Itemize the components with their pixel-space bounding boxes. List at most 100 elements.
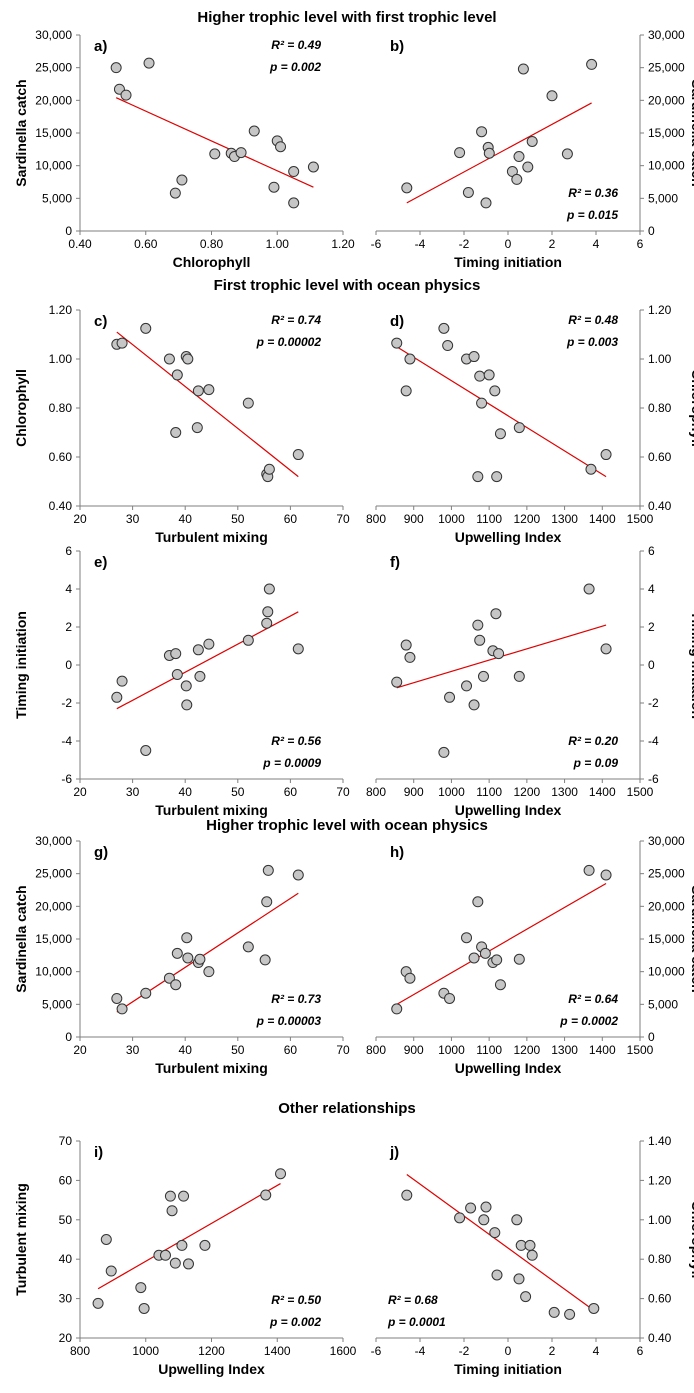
data-point	[494, 428, 506, 440]
y-tick-label: 25,000	[648, 867, 685, 881]
data-point	[176, 174, 188, 186]
r-squared-label: R² = 0.64	[568, 992, 618, 1006]
x-tick-label: 1400	[589, 1043, 616, 1057]
chart-panel-0: 0.40 0.60 0.80 1.00 1.20 0 5,000 10,000 15,000 20…	[13, 28, 355, 270]
data-point	[110, 62, 122, 74]
y-tick-label: 1.20	[648, 1173, 672, 1187]
x-tick-label: 900	[404, 1043, 424, 1057]
data-point	[203, 966, 215, 978]
x-axis-title: Turbulent mixing	[155, 529, 268, 545]
y-axis-title: Timing initiation	[689, 611, 694, 719]
data-point	[169, 1257, 181, 1269]
y-tick-label: 0	[65, 1030, 72, 1044]
y-tick-label: 1.00	[648, 352, 672, 366]
y-axis-title: Chlorophyll	[689, 369, 694, 447]
data-point	[585, 463, 597, 475]
x-tick-label: 30	[126, 512, 140, 526]
data-point	[517, 63, 529, 75]
y-tick-label: 0.40	[648, 499, 672, 513]
data-point	[476, 126, 488, 138]
x-tick-label: 4	[593, 1344, 600, 1358]
x-tick-label: 1600	[330, 1344, 357, 1358]
x-tick-label: 1.20	[331, 237, 355, 251]
x-tick-label: 800	[366, 512, 386, 526]
data-point	[203, 638, 215, 650]
data-point	[116, 337, 128, 349]
data-point	[489, 1227, 501, 1239]
data-point	[259, 954, 271, 966]
x-tick-label: 2	[549, 237, 556, 251]
data-point	[391, 337, 403, 349]
x-tick-label: 30	[126, 785, 140, 799]
data-point	[472, 619, 484, 631]
x-axis-title: Upwelling Index	[455, 529, 562, 545]
data-point	[479, 947, 491, 959]
y-tick-label: 15,000	[648, 932, 685, 946]
y-tick-label: 30,000	[648, 834, 685, 848]
data-point	[242, 941, 254, 953]
data-point	[194, 670, 206, 682]
data-point	[600, 643, 612, 655]
data-point	[461, 932, 473, 944]
y-tick-label: 20	[59, 1331, 73, 1345]
x-tick-label: 40	[179, 785, 193, 799]
data-point	[483, 147, 495, 159]
y-tick-label: -4	[61, 734, 72, 748]
y-tick-label: 1.00	[648, 1213, 672, 1227]
x-axis-title: Upwelling Index	[455, 1060, 562, 1076]
p-value-label: p = 0.003	[566, 335, 618, 349]
data-point	[176, 1239, 188, 1251]
x-tick-label: 1100	[476, 785, 502, 799]
data-point	[513, 422, 525, 434]
y-axis-title: Sardinella catch	[13, 79, 29, 186]
x-axis-title: Timing initiation	[454, 1361, 562, 1377]
p-value-label: p = 0.002	[269, 60, 321, 74]
y-tick-label: 4	[648, 582, 655, 596]
x-tick-label: -6	[371, 237, 382, 251]
y-axis-title: Sardinella catch	[689, 79, 694, 186]
panel-label: g)	[94, 844, 108, 861]
y-tick-label: 40	[59, 1252, 73, 1266]
y-tick-label: 20,000	[35, 899, 72, 913]
data-point	[476, 397, 488, 409]
r-squared-label: R² = 0.48	[568, 313, 618, 327]
x-tick-label: 800	[366, 1043, 386, 1057]
data-point	[170, 979, 182, 991]
trend-line	[396, 882, 607, 1005]
trend-line	[396, 346, 607, 478]
data-point	[391, 1003, 403, 1015]
x-tick-label: 50	[231, 785, 245, 799]
chart-panel-5: 800 900 1000 1100 1200 1300 1400 1500-6 -4 -2 0 2 4 6…	[366, 544, 694, 818]
y-tick-label: 0	[648, 1030, 655, 1044]
x-tick-label: -4	[415, 1344, 426, 1358]
y-tick-label: 10,000	[35, 159, 72, 173]
x-tick-label: 60	[284, 785, 298, 799]
y-tick-label: 0.60	[648, 1292, 672, 1306]
data-point	[288, 197, 300, 209]
x-tick-label: 6	[637, 1344, 644, 1358]
x-tick-label: 1500	[627, 512, 654, 526]
data-point	[520, 1291, 532, 1303]
r-squared-label: R² = 0.20	[568, 734, 618, 748]
data-point	[472, 896, 484, 908]
data-point	[438, 322, 450, 334]
data-point	[262, 606, 274, 618]
x-tick-label: 40	[179, 1043, 193, 1057]
y-tick-label: -2	[648, 696, 659, 710]
data-point	[261, 617, 273, 629]
y-tick-label: 25,000	[35, 867, 72, 881]
data-point	[100, 1234, 112, 1245]
section-title-1: First trophic level with ocean physics	[214, 277, 481, 294]
data-point	[181, 699, 193, 711]
data-point	[586, 58, 598, 70]
data-point	[248, 125, 260, 137]
data-point	[493, 648, 505, 660]
x-tick-label: 1100	[476, 512, 502, 526]
x-tick-label: 900	[404, 512, 424, 526]
x-tick-label: 60	[284, 1043, 298, 1057]
data-point	[491, 1269, 503, 1281]
panel-label: e)	[94, 554, 107, 571]
data-point	[513, 953, 525, 965]
data-point	[260, 1189, 272, 1201]
